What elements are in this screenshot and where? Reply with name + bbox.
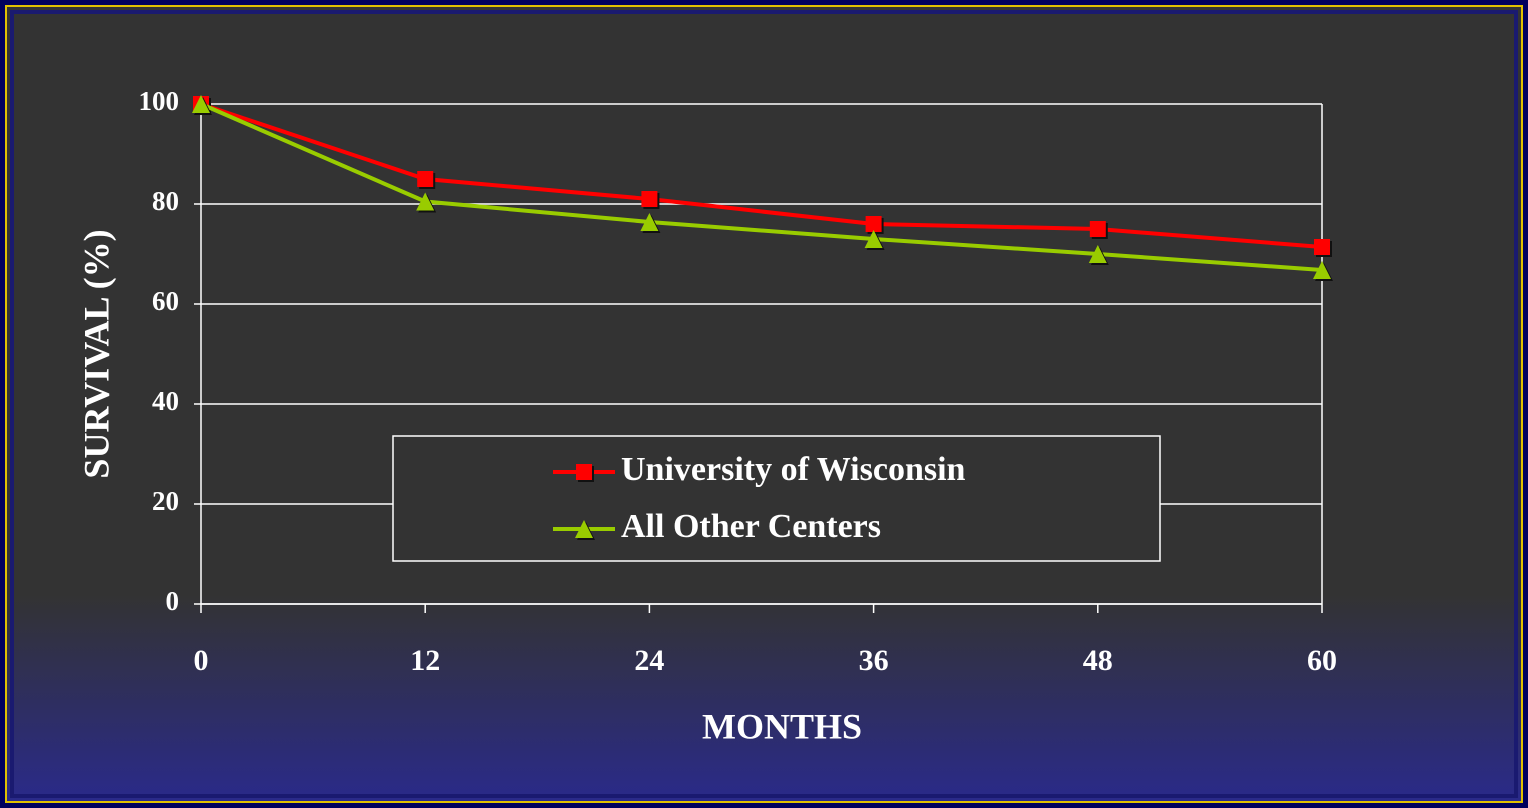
marker: [1089, 221, 1108, 239]
marker: [865, 216, 884, 234]
x-axis-title: MONTHS: [702, 706, 862, 746]
marker: [576, 464, 594, 482]
marker-shape: [417, 171, 434, 187]
y-tick-label: 80: [152, 186, 179, 216]
marker-shape: [641, 191, 658, 207]
marker: [416, 192, 437, 213]
series-line: [200, 102, 1323, 272]
legend-label: University of Wisconsin: [621, 451, 966, 488]
marker: [641, 191, 660, 209]
x-tick-label: 60: [1307, 644, 1337, 677]
marker-shape: [1089, 221, 1106, 237]
marker-shape: [575, 520, 593, 538]
x-tick-label: 0: [194, 644, 209, 677]
marker-shape: [640, 213, 659, 231]
marker-shape: [576, 464, 592, 480]
marker-shape: [416, 192, 435, 211]
marker-shape: [865, 216, 882, 232]
marker-shape: [864, 230, 883, 248]
x-tick-label: 12: [410, 644, 440, 677]
inner-frame: [10, 10, 1518, 798]
marker: [640, 213, 661, 233]
y-tick-label: 60: [152, 286, 179, 316]
marker-shape: [1314, 239, 1330, 255]
marker: [575, 520, 595, 540]
marker-shape: [1313, 261, 1331, 279]
y-tick-label: 0: [166, 586, 180, 616]
y-axis-title: SURVIVAL (%): [76, 229, 116, 478]
marker: [1314, 239, 1332, 257]
marker: [864, 230, 885, 250]
marker-shape: [192, 95, 210, 113]
marker-shape: [1088, 245, 1107, 263]
y-tick-label: 20: [152, 486, 179, 516]
y-tick-label: 100: [139, 86, 180, 116]
marker: [1313, 261, 1333, 281]
legend-box: [392, 435, 1161, 562]
marker: [417, 171, 436, 189]
marker: [192, 95, 212, 115]
series-line: [200, 102, 1323, 249]
y-tick-label: 40: [152, 386, 179, 416]
legend-label: All Other Centers: [621, 508, 881, 545]
x-tick-label: 24: [634, 644, 664, 677]
x-tick-label: 36: [859, 644, 889, 677]
x-tick-label: 48: [1083, 644, 1113, 677]
marker: [1088, 245, 1109, 265]
